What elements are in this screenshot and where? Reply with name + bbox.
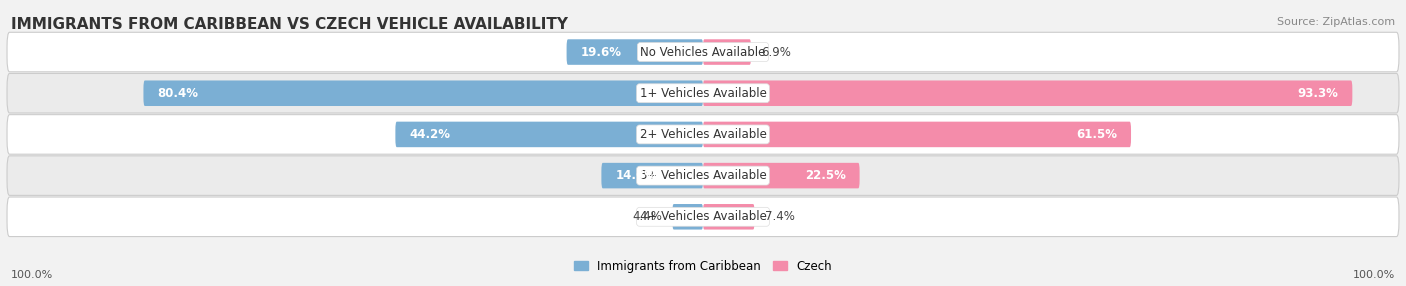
FancyBboxPatch shape: [703, 204, 755, 230]
FancyBboxPatch shape: [7, 156, 1399, 195]
FancyBboxPatch shape: [395, 122, 703, 147]
FancyBboxPatch shape: [672, 204, 703, 230]
FancyBboxPatch shape: [602, 163, 703, 188]
Text: 4.4%: 4.4%: [633, 210, 662, 223]
Text: 7.4%: 7.4%: [765, 210, 794, 223]
Text: 100.0%: 100.0%: [11, 270, 53, 280]
FancyBboxPatch shape: [7, 197, 1399, 237]
Text: 80.4%: 80.4%: [157, 87, 198, 100]
Legend: Immigrants from Caribbean, Czech: Immigrants from Caribbean, Czech: [569, 255, 837, 277]
FancyBboxPatch shape: [7, 74, 1399, 113]
Text: 22.5%: 22.5%: [804, 169, 845, 182]
Text: 61.5%: 61.5%: [1076, 128, 1118, 141]
FancyBboxPatch shape: [703, 163, 859, 188]
Text: 14.6%: 14.6%: [616, 169, 657, 182]
FancyBboxPatch shape: [7, 32, 1399, 72]
Text: 4+ Vehicles Available: 4+ Vehicles Available: [640, 210, 766, 223]
Text: 93.3%: 93.3%: [1298, 87, 1339, 100]
FancyBboxPatch shape: [703, 80, 1353, 106]
Text: 19.6%: 19.6%: [581, 45, 621, 59]
FancyBboxPatch shape: [7, 115, 1399, 154]
Text: No Vehicles Available: No Vehicles Available: [640, 45, 766, 59]
FancyBboxPatch shape: [567, 39, 703, 65]
Text: 1+ Vehicles Available: 1+ Vehicles Available: [640, 87, 766, 100]
FancyBboxPatch shape: [703, 122, 1130, 147]
FancyBboxPatch shape: [143, 80, 703, 106]
Text: IMMIGRANTS FROM CARIBBEAN VS CZECH VEHICLE AVAILABILITY: IMMIGRANTS FROM CARIBBEAN VS CZECH VEHIC…: [11, 17, 568, 32]
Text: 44.2%: 44.2%: [409, 128, 450, 141]
Text: 6.9%: 6.9%: [762, 45, 792, 59]
Text: Source: ZipAtlas.com: Source: ZipAtlas.com: [1277, 17, 1395, 27]
Text: 3+ Vehicles Available: 3+ Vehicles Available: [640, 169, 766, 182]
Text: 100.0%: 100.0%: [1353, 270, 1395, 280]
Text: 2+ Vehicles Available: 2+ Vehicles Available: [640, 128, 766, 141]
FancyBboxPatch shape: [703, 39, 751, 65]
